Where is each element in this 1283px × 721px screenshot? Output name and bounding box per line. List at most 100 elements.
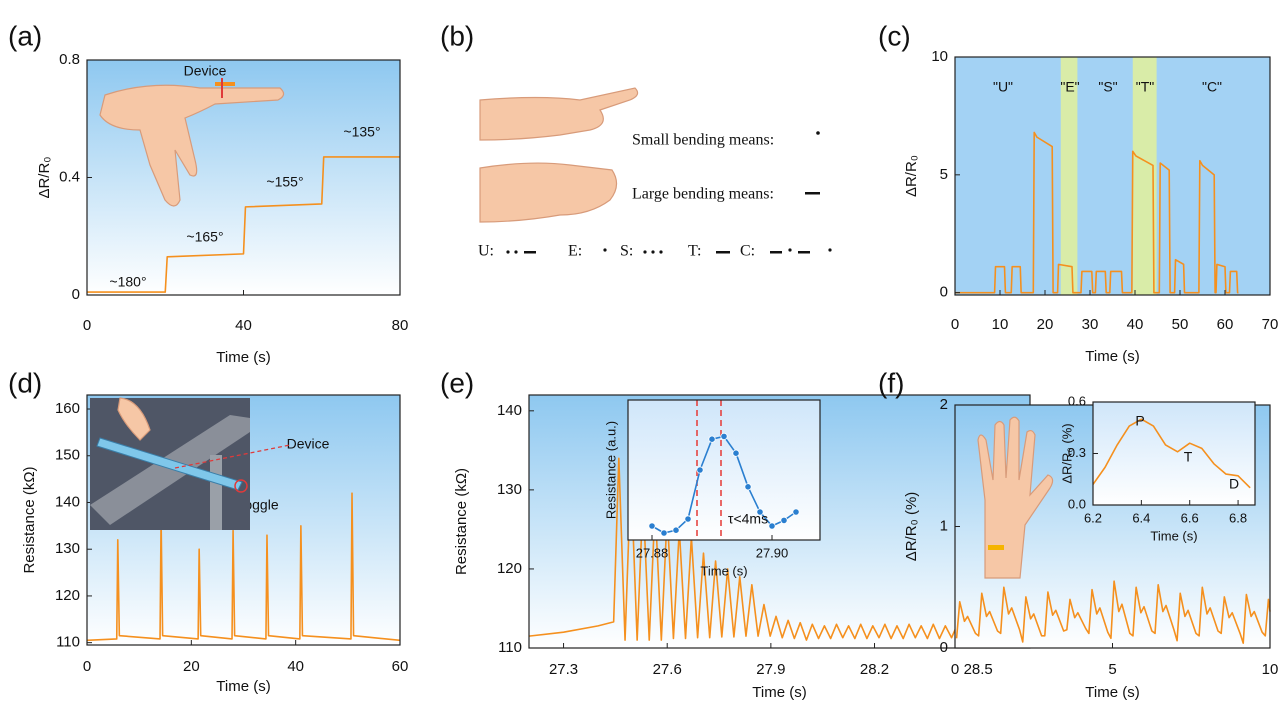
y-axis-title: Resistance (kΩ)	[21, 466, 38, 573]
y-tick-label: 5	[940, 166, 948, 183]
x-tick-label: 6.2	[1084, 510, 1102, 525]
hand-illustration	[99, 84, 285, 207]
x-tick-label: 20	[1037, 316, 1054, 333]
y-tick-label: 0.4	[59, 168, 80, 185]
y-tick-label: 0	[940, 639, 948, 656]
y-tick-label: 0.6	[1068, 393, 1086, 408]
data-point	[756, 508, 764, 516]
morse-symbols	[506, 248, 832, 254]
x-tick-label: 50	[1172, 316, 1189, 333]
chart: 0 10 20 30 40 50 60 70 0 5 10 Time (s) ΔR/R₀ (c) "U" "E…	[878, 20, 1278, 365]
x-axis-title: Time (s)	[1085, 684, 1139, 701]
plot-background	[628, 400, 820, 540]
y-axis-title: Resistance (a.u.)	[603, 421, 618, 519]
x-tick-label: 0	[83, 317, 91, 334]
x-axis-title: Time (s)	[752, 684, 806, 701]
data-point	[696, 466, 704, 474]
data-point	[648, 522, 656, 530]
toggle-circle	[234, 479, 248, 493]
x-tick-label: 80	[392, 317, 409, 334]
pointer	[174, 444, 291, 469]
device-mark	[215, 82, 235, 86]
data-point	[744, 483, 752, 491]
x-tick-label: 60	[1217, 316, 1234, 333]
hand-illustration	[479, 87, 639, 141]
annotation: Device	[287, 436, 330, 452]
y-axis-title: Resistance (kΩ)	[453, 468, 470, 575]
panel-label: (a)	[8, 20, 42, 51]
plot-frame	[627, 399, 821, 541]
y-tick-label: 130	[55, 540, 80, 557]
x-tick-label: 10	[1262, 661, 1279, 678]
annotation: "S"	[1098, 79, 1117, 95]
device-mark	[988, 545, 1004, 550]
annotation: τ<4ms	[728, 511, 768, 527]
x-tick-label: 27.6	[653, 661, 682, 678]
x-tick-label: 0	[951, 316, 959, 333]
data-point	[708, 435, 716, 443]
annotation: ~165°	[186, 229, 223, 245]
plot-background	[955, 57, 1270, 295]
x-tick-label: 40	[1127, 316, 1144, 333]
x-tick-label: 20	[183, 658, 200, 675]
data-line	[87, 156, 400, 293]
x-tick-label: 6.8	[1229, 510, 1247, 525]
hand-illustration	[479, 162, 618, 223]
annotation: "U"	[993, 79, 1013, 95]
x-axis-title: Time (s)	[216, 678, 270, 695]
x-tick-label: 27.9	[756, 661, 785, 678]
charts: 0 40 80 0 0.4 0.8 Time (s) ΔR/R₀ (a) Device ~180° ~…	[8, 20, 1278, 701]
data-point	[672, 526, 680, 534]
table-edge	[90, 415, 250, 525]
dot-symbol	[816, 131, 820, 135]
morse-letter: T:	[688, 243, 701, 260]
y-tick-label: 110	[56, 634, 80, 651]
x-tick-label: 0	[951, 661, 959, 678]
legend-text: Small bending means:	[632, 132, 774, 149]
y-tick-label: 0.8	[59, 51, 80, 68]
highlight-band	[1060, 57, 1078, 295]
annotation: P	[1135, 413, 1144, 429]
y-tick-label: 0.3	[1068, 445, 1086, 460]
chart: 27.88 27.90 Time (s) Resistance (a.u.) τ<4ms	[603, 399, 821, 578]
y-tick-label: 150	[55, 447, 80, 464]
plot-frame	[954, 56, 1271, 296]
annotation: ~180°	[109, 274, 146, 290]
y-tick-label: 10	[931, 48, 948, 65]
annotation: T	[1184, 449, 1193, 465]
annotation: ~155°	[266, 174, 303, 190]
y-tick-label: 2	[940, 396, 948, 413]
y-axis-title: ΔR/R₀	[903, 155, 920, 197]
y-tick-label: 130	[497, 481, 522, 498]
table-leg	[210, 455, 222, 530]
x-tick-label: 30	[1082, 316, 1099, 333]
annotation: "E"	[1060, 79, 1079, 95]
data-point	[732, 449, 740, 457]
chart: 0 40 80 0 0.4 0.8 Time (s) ΔR/R₀ (a) Device ~180° ~…	[8, 20, 408, 366]
x-tick-label: 5	[1108, 661, 1116, 678]
morse-letter: U:	[478, 243, 494, 260]
dash-symbol	[805, 192, 820, 195]
x-tick-label: 60	[392, 658, 409, 675]
plot-frame	[86, 394, 401, 646]
x-tick-label: 27.88	[636, 545, 669, 560]
panel-label: (c)	[878, 20, 911, 51]
morse-letter: C:	[740, 243, 755, 260]
y-tick-label: 0	[940, 284, 948, 301]
chart: 6.2 6.4 6.6 6.8 0.0 0.3 0.6 Time (s) ΔR/R₀ (%) P T…	[1059, 393, 1256, 543]
illustrations	[90, 78, 1054, 579]
x-tick-label: 70	[1262, 316, 1279, 333]
y-axis-title: ΔR/R₀	[36, 156, 53, 198]
y-tick-label: 120	[497, 560, 522, 577]
hand-illustration	[117, 397, 151, 441]
x-tick-label: 28.5	[964, 661, 993, 678]
x-tick-label: 6.4	[1132, 510, 1150, 525]
data-line	[86, 492, 401, 642]
x-tick-label: 40	[235, 317, 252, 334]
y-tick-label: 0.0	[1068, 496, 1086, 511]
y-tick-label: 140	[497, 402, 522, 419]
x-axis-title: Time (s)	[1085, 348, 1139, 365]
x-axis-title: Time (s)	[700, 563, 747, 578]
